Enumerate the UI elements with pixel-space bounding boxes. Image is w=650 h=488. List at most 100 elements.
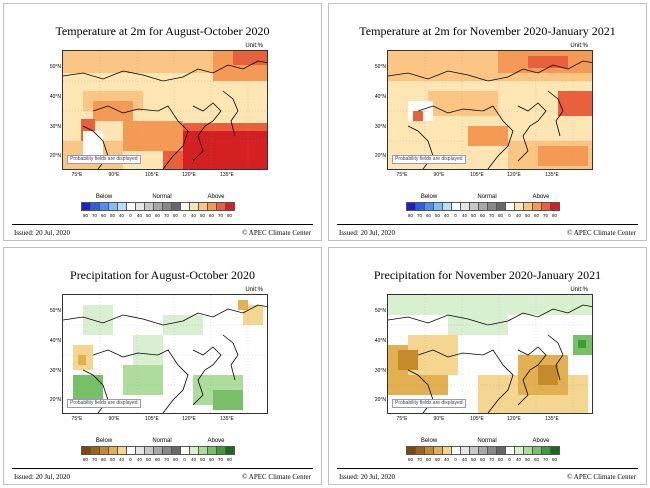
legend-swatch <box>225 202 235 211</box>
legend-tick: 40 <box>118 213 124 218</box>
legend-tick: 40 <box>515 213 521 218</box>
legend-tick: 80 <box>82 457 88 462</box>
probability-note: Probability fields are displayed <box>392 155 466 164</box>
legend-tick: 60 <box>533 457 539 462</box>
legend-tick: 50 <box>109 213 115 218</box>
legend-tick: 40 <box>515 457 521 462</box>
legend-categories: Below Normal Above <box>329 194 646 202</box>
lon-label: 90°E <box>108 416 120 422</box>
longitude-labels: 75°E 90°E 105°E 120°E 135°E <box>62 172 268 180</box>
lon-label: 135°E <box>220 416 234 422</box>
unit-label: Unit:% <box>245 43 263 49</box>
lat-label: 20°N <box>374 397 386 403</box>
legend-tick: 80 <box>407 213 413 218</box>
probability-cell <box>538 146 588 166</box>
lon-label: 75°E <box>71 172 83 178</box>
probability-cell <box>468 126 508 146</box>
legend-tick: 0 <box>454 457 457 462</box>
latitude-labels: 50°N 40°N 30°N 20°N <box>373 50 387 170</box>
longitude-labels: 75°E 90°E 105°E 120°E 135°E <box>387 172 593 180</box>
forecast-map: Probability fields are displayed <box>387 50 593 170</box>
probability-cell <box>213 390 243 410</box>
longitude-labels: 75°E 90°E 105°E 120°E 135°E <box>62 416 268 424</box>
lat-label: 20°N <box>49 153 61 159</box>
legend-tick-labels: 80 70 60 50 40 0 40 50 60 70 80 0 40 50 60 70 80 <box>406 457 559 462</box>
probability-cell <box>538 365 558 385</box>
legend-tick: 70 <box>416 213 422 218</box>
probability-cell <box>398 350 418 370</box>
legend-color-bar <box>81 446 235 455</box>
probability-cell <box>413 111 423 121</box>
latitude-labels: 50°N 40°N 30°N 20°N <box>373 294 387 414</box>
lat-label: 50°N <box>49 308 61 314</box>
legend-tick: 50 <box>470 457 476 462</box>
legend-tick-labels: 80 70 60 50 40 0 40 50 60 70 80 0 40 50 60 70 80 <box>406 213 559 218</box>
legend-color-bar <box>406 446 560 455</box>
lon-label: 105°E <box>470 172 484 178</box>
legend-tick: 80 <box>82 213 88 218</box>
probability-cell <box>93 101 133 121</box>
latitude-labels: 50°N 40°N 30°N 20°N <box>48 294 62 414</box>
lat-label: 20°N <box>49 397 61 403</box>
legend-color-bar <box>81 202 235 211</box>
legend-tick: 60 <box>100 213 106 218</box>
legend-category-below: Below <box>420 194 438 200</box>
probability-cell <box>558 91 592 116</box>
legend-tick: 80 <box>497 213 503 218</box>
legend-tick: 60 <box>208 457 214 462</box>
legend-tick: 40 <box>461 457 467 462</box>
panel-frame: Temperature at 2m for August-October 202… <box>3 3 322 241</box>
lon-label: 90°E <box>433 416 445 422</box>
lon-label: 105°E <box>470 416 484 422</box>
lon-label: 135°E <box>545 172 559 178</box>
probability-note: Probability fields are displayed <box>67 155 141 164</box>
lat-label: 30°N <box>49 124 61 130</box>
unit-label: Unit:% <box>245 287 263 293</box>
legend-tick: 60 <box>479 213 485 218</box>
panel-temperature-aug-oct: Temperature at 2m for August-October 202… <box>0 0 325 244</box>
credit-text: © APEC Climate Center <box>567 473 636 481</box>
legend-category-below: Below <box>420 438 438 444</box>
probability-note: Probability fields are displayed <box>67 399 141 408</box>
lon-label: 120°E <box>182 416 196 422</box>
issued-date: Issued: 20 Jul, 2020 <box>14 473 70 481</box>
legend-tick: 70 <box>542 213 548 218</box>
legend-category-above: Above <box>207 194 225 200</box>
legend-tick: 70 <box>416 457 422 462</box>
panel-precipitation-nov-jan: Precipitation for November 2020-January … <box>325 244 650 488</box>
legend-tick: 60 <box>533 213 539 218</box>
legend-tick: 0 <box>129 457 132 462</box>
lon-label: 105°E <box>145 416 159 422</box>
legend-tick: 70 <box>488 457 494 462</box>
legend-tick: 50 <box>199 213 205 218</box>
legend-tick: 40 <box>443 457 449 462</box>
lon-label: 120°E <box>182 172 196 178</box>
legend-tick: 50 <box>470 213 476 218</box>
probability-cell <box>133 335 163 365</box>
lat-label: 50°N <box>374 308 386 314</box>
probability-cell <box>78 355 86 365</box>
issued-date: Issued: 20 Jul, 2020 <box>14 229 70 237</box>
legend-tick: 40 <box>461 213 467 218</box>
legend-tick: 40 <box>190 457 196 462</box>
panel-frame: Temperature at 2m for November 2020-Janu… <box>328 3 647 241</box>
probability-cell <box>83 131 103 156</box>
probability-cell <box>183 131 267 169</box>
legend-tick: 70 <box>163 457 169 462</box>
legend-tick: 80 <box>172 213 178 218</box>
footer-divider <box>337 468 638 469</box>
lat-label: 40°N <box>374 338 386 344</box>
lat-label: 40°N <box>49 94 61 100</box>
issued-date: Issued: 20 Jul, 2020 <box>339 229 395 237</box>
legend-category-normal: Normal <box>152 194 172 200</box>
lon-label: 135°E <box>220 172 234 178</box>
footer-divider <box>12 224 313 225</box>
legend-category-below: Below <box>95 438 113 444</box>
probability-note: Probability fields are displayed <box>392 399 466 408</box>
legend-category-above: Above <box>207 438 225 444</box>
legend-tick: 0 <box>508 457 511 462</box>
lon-label: 120°E <box>507 416 521 422</box>
legend-category-above: Above <box>532 194 550 200</box>
probability-cell <box>528 56 568 68</box>
legend-tick: 70 <box>542 457 548 462</box>
